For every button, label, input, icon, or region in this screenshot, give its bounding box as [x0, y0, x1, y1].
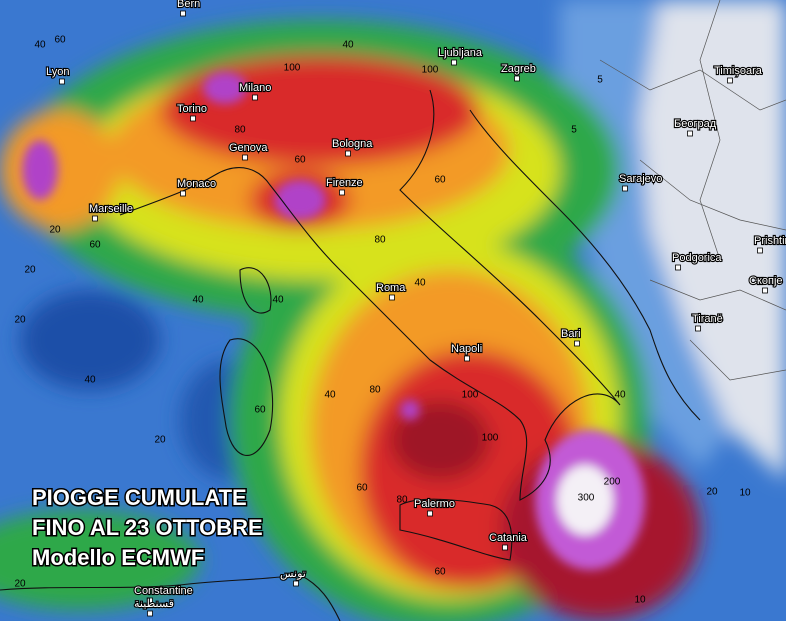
contour-label: 80	[374, 235, 386, 246]
city-marker	[345, 150, 351, 157]
contour-label: 60	[89, 240, 101, 251]
city-label: Sarajevo	[619, 173, 662, 185]
contour-label: 40	[192, 295, 204, 306]
overlay-title: PIOGGE CUMULATE FINO AL 23 OTTOBRE Modello…	[31, 484, 265, 572]
contour-label: 60	[54, 35, 66, 46]
city-marker	[190, 115, 196, 122]
contour-label: 40	[614, 390, 626, 401]
contour-label: 40	[414, 278, 426, 289]
city-label: Timișoara	[714, 65, 763, 77]
coastlines	[0, 89, 701, 621]
city-label: Bologna	[332, 138, 373, 150]
city-label: Palermo	[414, 498, 455, 510]
city-marker	[574, 340, 580, 347]
city-label: Београд	[674, 118, 717, 130]
city-label: Ljubljana	[438, 47, 483, 59]
contour-label: 20	[14, 579, 26, 590]
city-label: Roma	[376, 282, 406, 294]
overlay-line: Modello ECMWF	[32, 545, 204, 570]
city-label: Genova	[229, 142, 268, 154]
city-label: قسنطينة	[134, 598, 174, 610]
contour-label: 100	[284, 63, 301, 74]
contour-label: 60	[434, 175, 446, 186]
city-marker	[514, 75, 520, 82]
city-marker	[675, 264, 681, 271]
city-label: Torino	[177, 103, 207, 115]
contour-label: 5	[597, 75, 603, 86]
city-label: Tiranë	[692, 313, 723, 325]
contour-label: 80	[369, 385, 381, 396]
city-marker	[464, 355, 470, 362]
city-marker	[687, 130, 693, 137]
city-label: Napoli	[451, 343, 482, 355]
city-marker	[92, 215, 98, 222]
city-marker	[147, 597, 153, 604]
contour-label: 80	[396, 495, 408, 506]
contour-label: 20	[24, 265, 36, 276]
contour-label: 300	[578, 493, 595, 504]
contour-label: 20	[154, 435, 166, 446]
overlay-line: PIOGGE CUMULATE	[32, 485, 247, 510]
borders	[599, 0, 786, 381]
city-marker	[242, 154, 248, 161]
contour-label: 80	[234, 125, 246, 136]
city-label: Monaco	[177, 178, 216, 190]
city-marker	[427, 510, 433, 517]
city-marker	[622, 185, 628, 192]
contour-label: 5	[571, 125, 577, 136]
city-labels: Bern Lyon Milano Torino Genova Bologna Monaco M…	[45, 0, 786, 617]
overlay-line: FINO AL 23 OTTOBRE	[32, 515, 263, 540]
city-marker	[757, 247, 763, 254]
contour-label: 20	[14, 315, 26, 326]
contour-label: 40	[324, 390, 336, 401]
contour-labels: 40 60 100 80 40 60 100 80 60 40 20 40 20 5 10 5 40 60 80 10…	[14, 35, 751, 606]
city-label: Firenze	[326, 177, 363, 189]
contour-label: 10	[739, 488, 751, 499]
contour-label: 40	[342, 40, 354, 51]
city-marker	[293, 580, 299, 587]
contour-label: 60	[294, 155, 306, 166]
city-marker	[180, 10, 186, 17]
contour-label: 20	[49, 225, 61, 236]
city-label: Bern	[177, 0, 200, 10]
city-marker	[762, 287, 768, 294]
contour-label: 60	[254, 405, 266, 416]
city-marker	[59, 78, 65, 85]
city-label: Prishtine	[754, 235, 786, 247]
city-label: Catania	[489, 532, 528, 544]
city-label: Скопје	[749, 275, 783, 287]
city-label: تونس	[280, 568, 306, 580]
city-marker	[727, 77, 733, 84]
city-label: Podgorica	[672, 252, 722, 264]
contour-label: 40	[34, 40, 46, 51]
city-label: Constantine	[134, 585, 193, 597]
city-marker	[695, 325, 701, 332]
city-marker	[339, 189, 345, 196]
city-label: Bari	[561, 328, 581, 340]
city-marker	[180, 190, 186, 197]
city-marker	[451, 59, 457, 66]
city-marker	[147, 610, 153, 617]
contour-label: 20	[706, 487, 718, 498]
city-label: Marseille	[89, 203, 133, 215]
city-label: Lyon	[46, 66, 69, 78]
city-label: Zagreb	[501, 63, 536, 75]
contour-label: 60	[434, 567, 446, 578]
city-marker	[252, 94, 258, 101]
contour-label: 100	[482, 433, 499, 444]
contour-label: 10	[634, 595, 646, 606]
contour-label: 40	[272, 295, 284, 306]
city-label: Milano	[239, 82, 271, 94]
contour-label: 60	[356, 483, 368, 494]
contour-label: 200	[604, 477, 621, 488]
contour-label: 100	[462, 390, 479, 401]
city-marker	[502, 544, 508, 551]
contour-label: 40	[84, 375, 96, 386]
contour-label: 100	[422, 65, 439, 76]
city-marker	[389, 294, 395, 301]
